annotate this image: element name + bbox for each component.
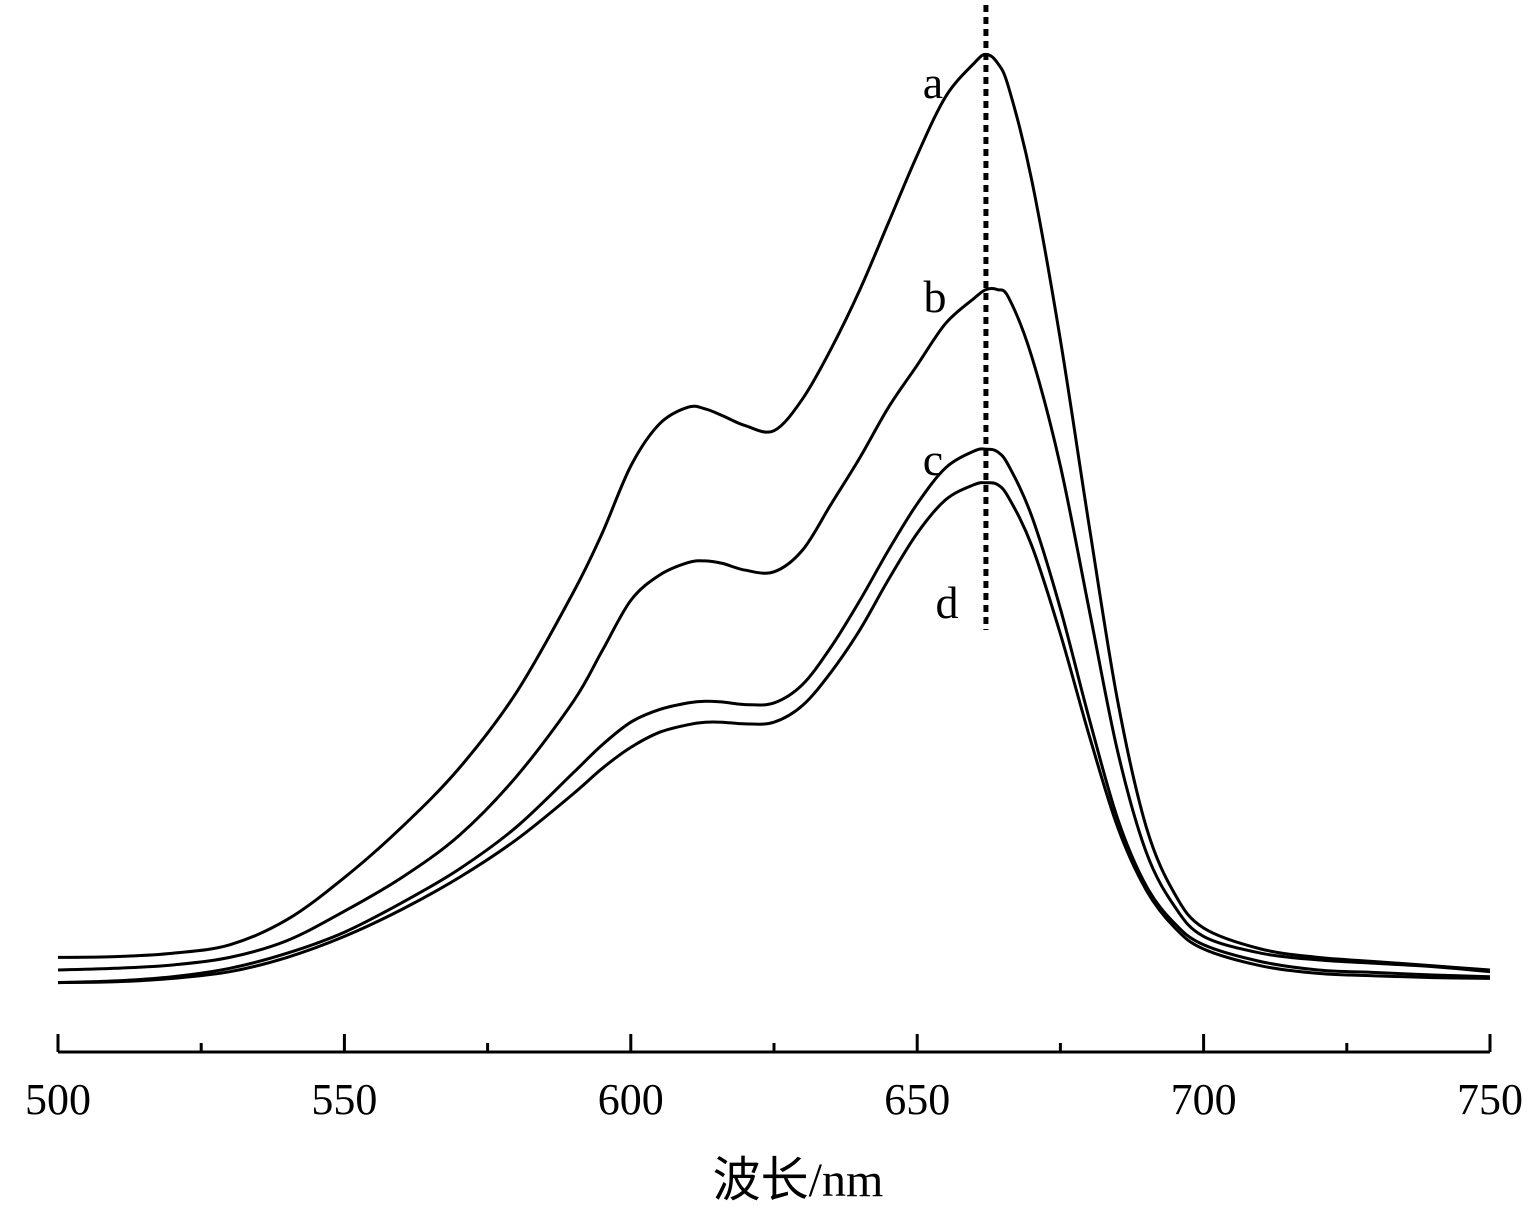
- series-line-d: [57, 481, 1491, 985]
- x-tick-label: 700: [1171, 1075, 1237, 1124]
- series-label-d: d: [936, 577, 959, 628]
- series-layer: [57, 5, 1491, 985]
- x-axis: 500 550 600 650 700 750: [25, 1034, 1523, 1124]
- x-tick-label: 750: [1457, 1075, 1523, 1124]
- x-tick-label: 550: [311, 1075, 377, 1124]
- series-line-a: [57, 52, 1491, 972]
- series-line-c: [57, 447, 1491, 985]
- series-line-b: [57, 287, 1491, 974]
- series-labels: a b c d: [923, 57, 959, 628]
- series-label-a: a: [923, 57, 943, 108]
- x-axis-title: 波长/nm: [713, 1154, 884, 1207]
- series-label-b: b: [924, 271, 947, 322]
- x-tick-label: 500: [25, 1075, 91, 1124]
- x-tick-label: 600: [598, 1075, 664, 1124]
- series-label-c: c: [923, 434, 943, 485]
- x-tick-label: 650: [884, 1075, 950, 1124]
